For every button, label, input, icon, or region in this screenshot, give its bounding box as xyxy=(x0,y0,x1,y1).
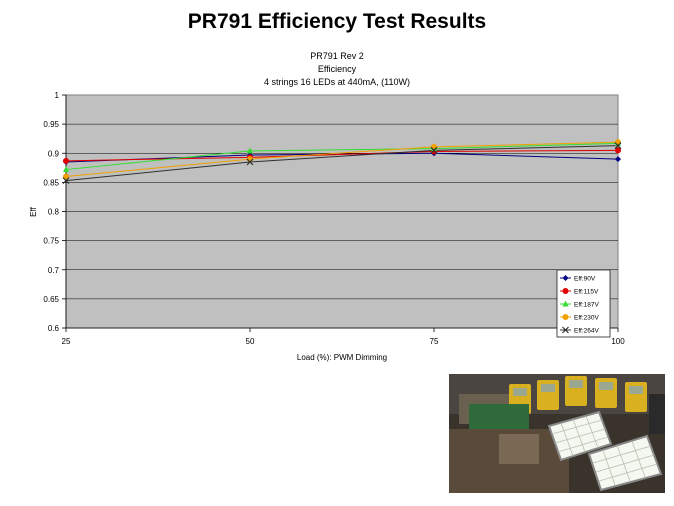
y-tick-label: 0.7 xyxy=(48,266,60,275)
led-test-bench-photo xyxy=(449,374,665,493)
data-point xyxy=(247,147,253,154)
y-axis-label: Eff xyxy=(29,206,38,216)
x-tick-label: 50 xyxy=(246,337,255,346)
legend-marker xyxy=(562,300,569,307)
slide-title: PR791 Efficiency Test Results xyxy=(187,10,487,33)
legend-marker xyxy=(562,275,569,281)
chart-title-line: 4 strings 16 LEDs at 440mA, (110W) xyxy=(264,77,410,87)
x-tick-label: 100 xyxy=(611,337,625,346)
data-point xyxy=(63,157,69,164)
y-tick-label: 0.8 xyxy=(48,208,60,217)
legend-label: Eff:264V xyxy=(574,328,599,335)
legend-marker xyxy=(562,314,569,320)
data-point xyxy=(63,166,69,173)
data-point xyxy=(615,156,621,163)
series-line-3 xyxy=(65,141,619,178)
legend-marker xyxy=(562,288,569,294)
y-tick-label: 0.75 xyxy=(43,237,59,246)
data-point xyxy=(62,177,70,185)
legend-label: Eff:115V xyxy=(574,289,599,296)
chart-title-line: PR791 Rev 2 xyxy=(310,51,364,61)
legend-label: Eff:230V xyxy=(574,315,599,322)
series-line-2 xyxy=(65,142,619,171)
data-point xyxy=(246,158,254,166)
series-line-4 xyxy=(65,145,619,182)
y-tick-label: 1 xyxy=(55,91,60,100)
efficiency-chart: PR791 Rev 2 Efficiency 4 strings 16 LEDs a… xyxy=(29,51,625,362)
x-tick-label: 75 xyxy=(430,337,439,346)
chart-title-line: Efficiency xyxy=(318,64,357,74)
data-point xyxy=(430,146,438,154)
x-tick-label: 25 xyxy=(62,337,71,346)
y-tick-label: 0.65 xyxy=(43,295,59,304)
legend-label: Eff:90V xyxy=(574,276,596,283)
series-line-1 xyxy=(65,149,619,162)
legend: Eff:90V Eff:115V Eff:187V Eff:230V Eff:264V xyxy=(556,269,611,338)
x-axis-label: Load (%): PWM Dimming xyxy=(297,353,387,362)
y-tick-label: 0.6 xyxy=(48,324,60,333)
y-tick-label: 0.85 xyxy=(43,178,59,187)
legend-marker xyxy=(562,326,569,334)
data-point xyxy=(615,147,621,154)
data-point xyxy=(63,173,69,180)
legend-label: Eff:187V xyxy=(574,302,599,309)
y-tick-label: 0.9 xyxy=(48,149,60,158)
data-point xyxy=(614,142,622,150)
y-tick-label: 0.95 xyxy=(43,120,59,129)
